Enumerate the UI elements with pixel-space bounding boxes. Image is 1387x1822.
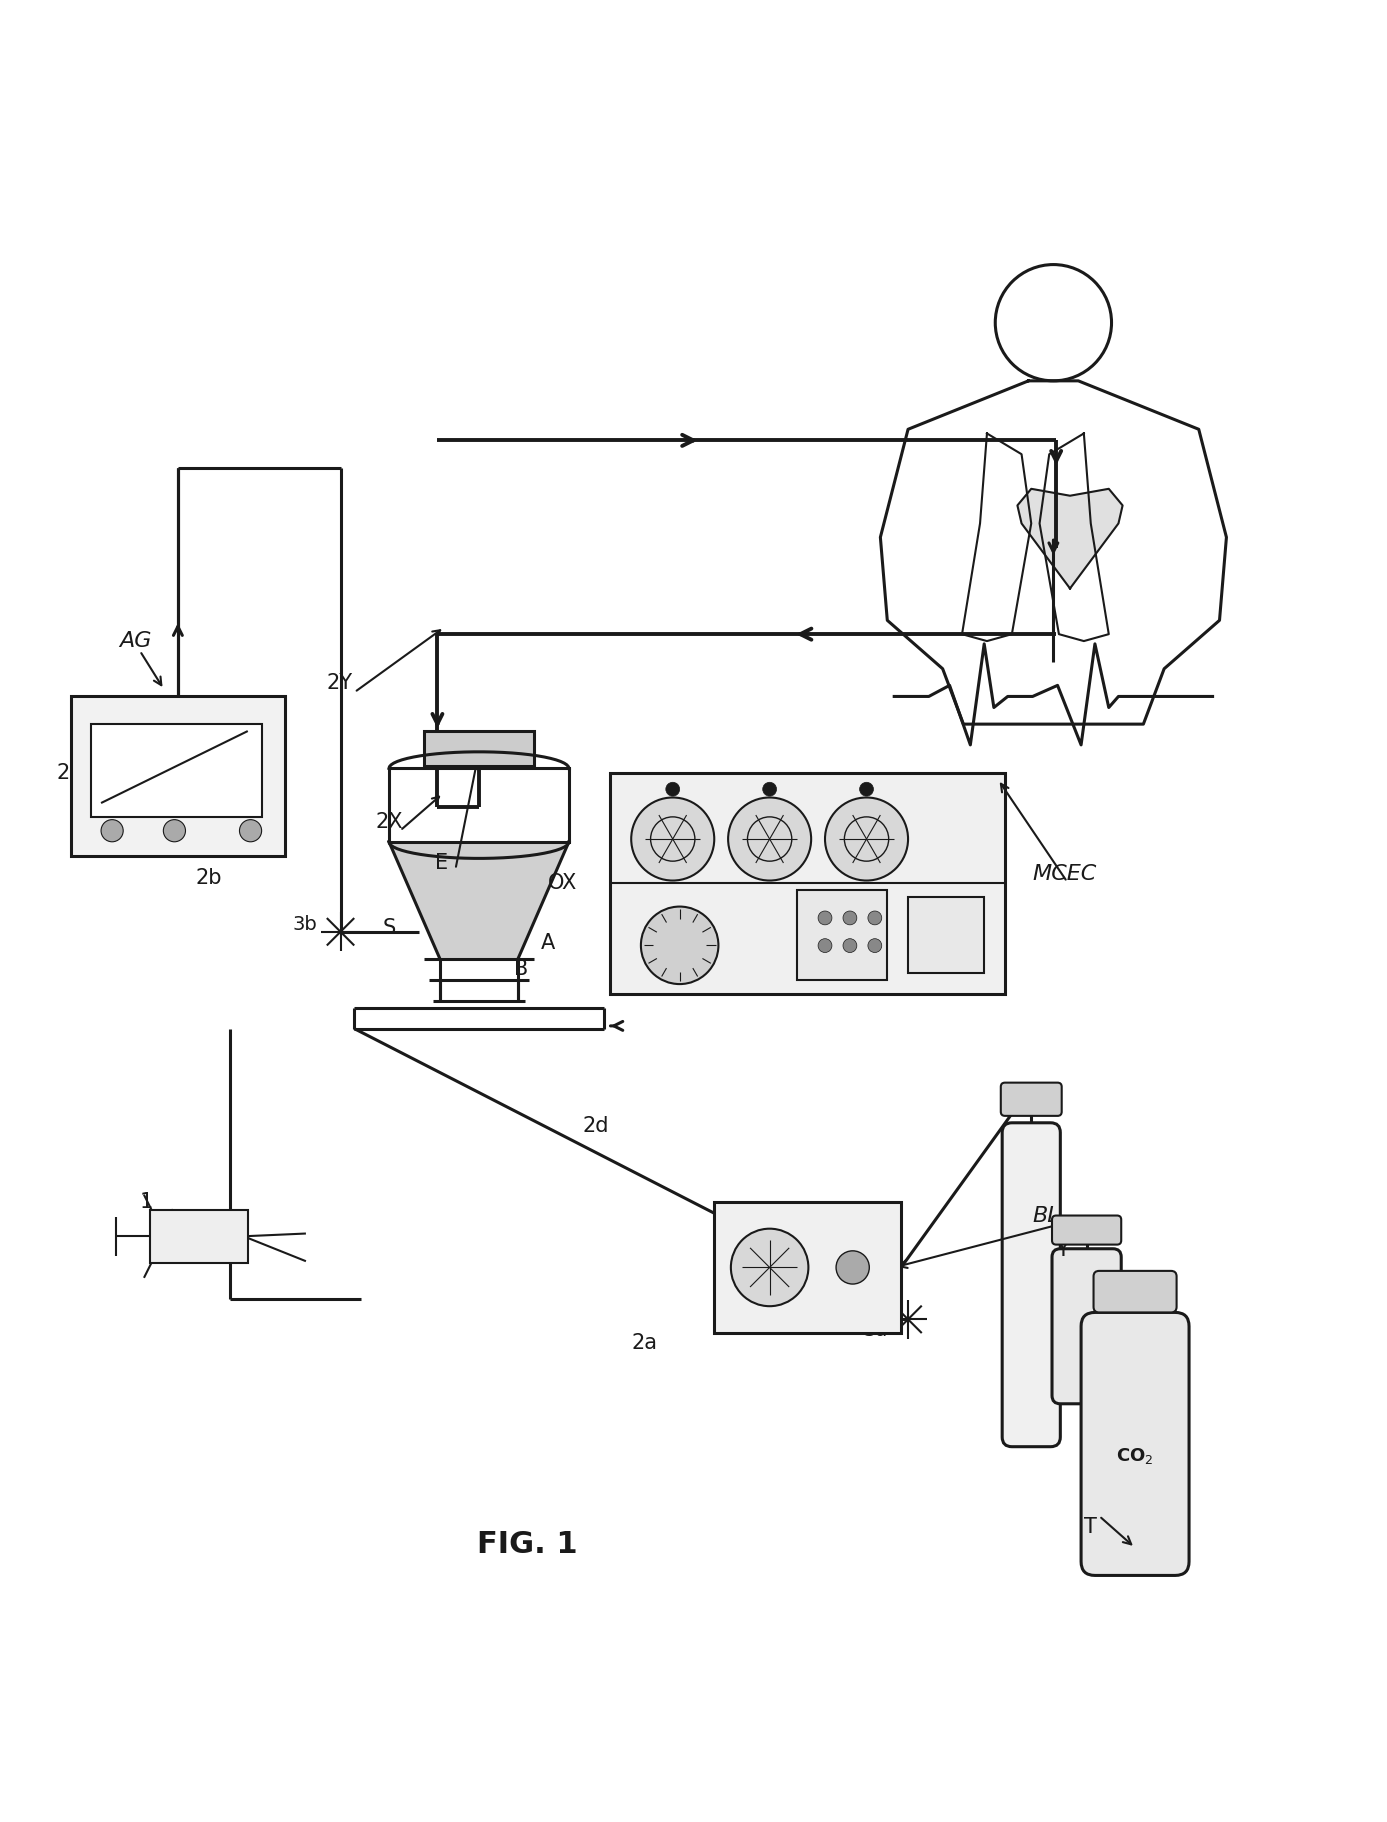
Polygon shape [388,842,569,960]
Circle shape [728,798,811,880]
FancyBboxPatch shape [1003,1122,1060,1447]
Circle shape [641,907,718,984]
FancyBboxPatch shape [92,723,262,816]
Circle shape [101,820,123,842]
Circle shape [818,938,832,953]
FancyBboxPatch shape [1080,1312,1189,1576]
Circle shape [836,1252,870,1285]
Circle shape [731,1228,809,1306]
FancyBboxPatch shape [798,891,888,980]
Text: OX: OX [548,873,577,893]
Circle shape [843,938,857,953]
Text: AG: AG [119,630,151,650]
Text: BL: BL [1033,1206,1060,1226]
Circle shape [868,938,882,953]
Text: Y: Y [1056,1241,1069,1261]
FancyBboxPatch shape [71,696,286,856]
Circle shape [666,782,680,796]
Text: 2d: 2d [583,1115,609,1135]
FancyBboxPatch shape [908,896,985,973]
FancyBboxPatch shape [150,1210,248,1263]
Circle shape [868,911,882,926]
Text: F: F [1118,1275,1130,1295]
FancyBboxPatch shape [423,731,534,765]
Text: MCEC: MCEC [1033,864,1097,884]
Text: CO$_2$: CO$_2$ [1117,1445,1154,1465]
Circle shape [843,911,857,926]
Text: 2c: 2c [57,763,82,783]
Text: B: B [513,958,528,978]
FancyBboxPatch shape [714,1203,902,1334]
Text: 1: 1 [140,1192,153,1212]
Circle shape [818,911,832,926]
Circle shape [860,782,874,796]
Circle shape [164,820,186,842]
Circle shape [240,820,262,842]
Text: 2X: 2X [374,813,402,833]
Circle shape [825,798,908,880]
Circle shape [631,798,714,880]
Circle shape [763,782,777,796]
FancyBboxPatch shape [1051,1248,1121,1403]
FancyBboxPatch shape [610,773,1006,995]
Text: E: E [436,853,448,873]
FancyBboxPatch shape [1093,1272,1176,1312]
Text: 3a: 3a [863,1321,888,1339]
Polygon shape [1018,488,1122,589]
Text: 3b: 3b [293,915,318,935]
Text: S: S [383,918,395,938]
Text: T: T [1085,1518,1097,1538]
Text: 2b: 2b [196,867,222,887]
Text: FIG. 1: FIG. 1 [477,1530,578,1560]
Text: A: A [541,933,555,953]
FancyBboxPatch shape [1001,1082,1061,1115]
FancyBboxPatch shape [1051,1215,1121,1244]
Text: 2Y: 2Y [327,672,352,692]
Text: 2a: 2a [631,1334,657,1354]
